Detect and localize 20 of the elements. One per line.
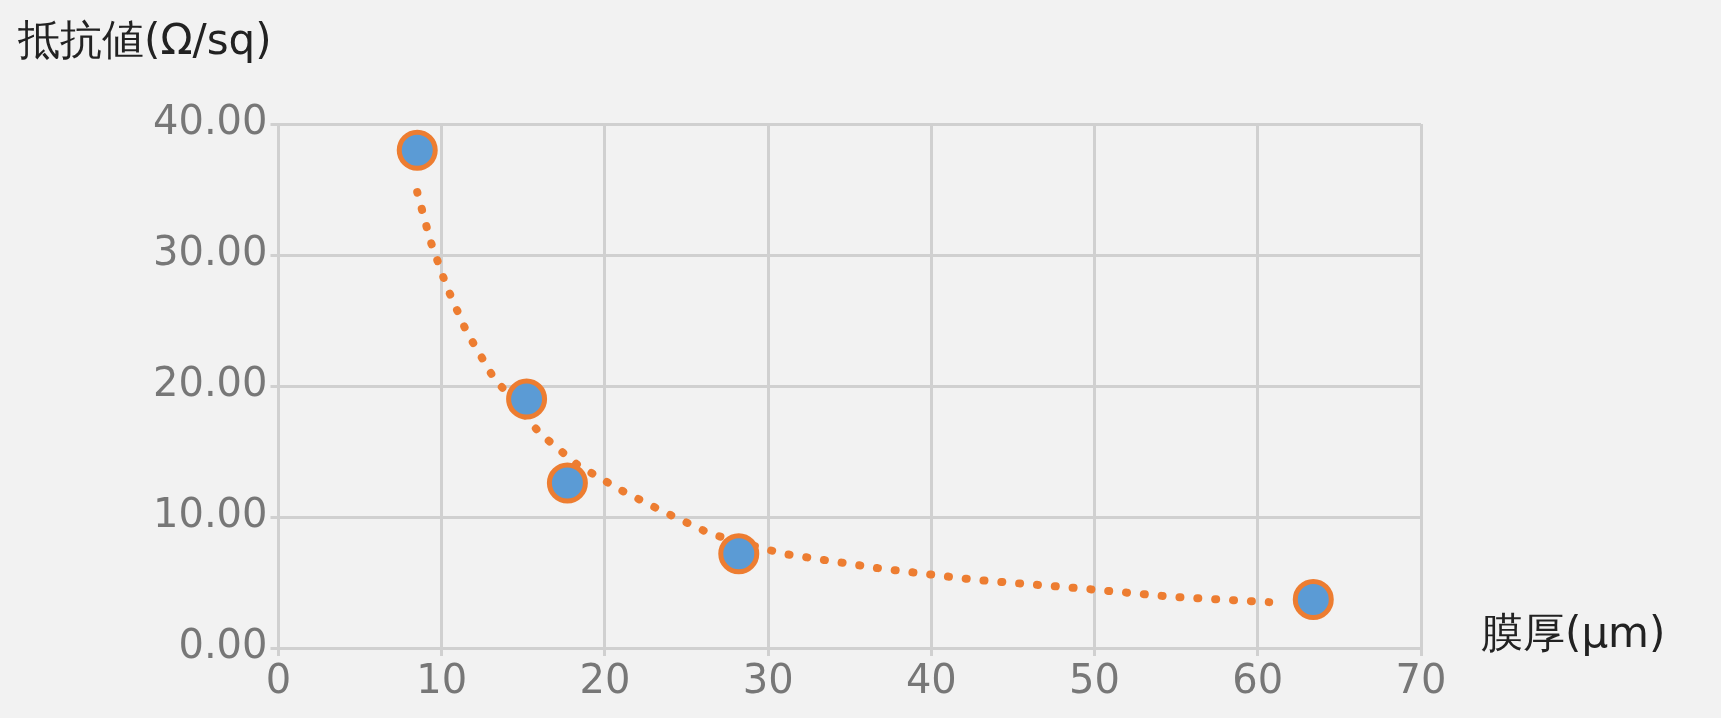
x-tick-label: 40	[905, 656, 957, 703]
x-tick-label: 30	[742, 656, 794, 703]
x-axis-title: 膜厚(μm)	[1481, 607, 1666, 657]
point	[546, 462, 588, 504]
point	[396, 129, 438, 171]
y-tick-label: 0.00	[178, 621, 268, 668]
y-tick-label: 40.00	[153, 97, 268, 144]
x-tick-label: 0	[265, 656, 292, 703]
x-tick-label: 70	[1395, 656, 1447, 703]
y-tick-label: 30.00	[153, 228, 268, 275]
point	[506, 378, 548, 420]
y-tick-label: 20.00	[153, 359, 268, 406]
x-tick-label: 20	[579, 656, 631, 703]
y-tick-label: 10.00	[153, 490, 268, 537]
x-tick-label: 60	[1232, 656, 1284, 703]
point	[718, 533, 760, 575]
point	[1292, 579, 1334, 621]
x-tick-label: 10	[416, 656, 468, 703]
x-tick-label: 50	[1069, 656, 1121, 703]
y-axis-title: 抵抗値(Ω/sq)	[17, 14, 272, 64]
